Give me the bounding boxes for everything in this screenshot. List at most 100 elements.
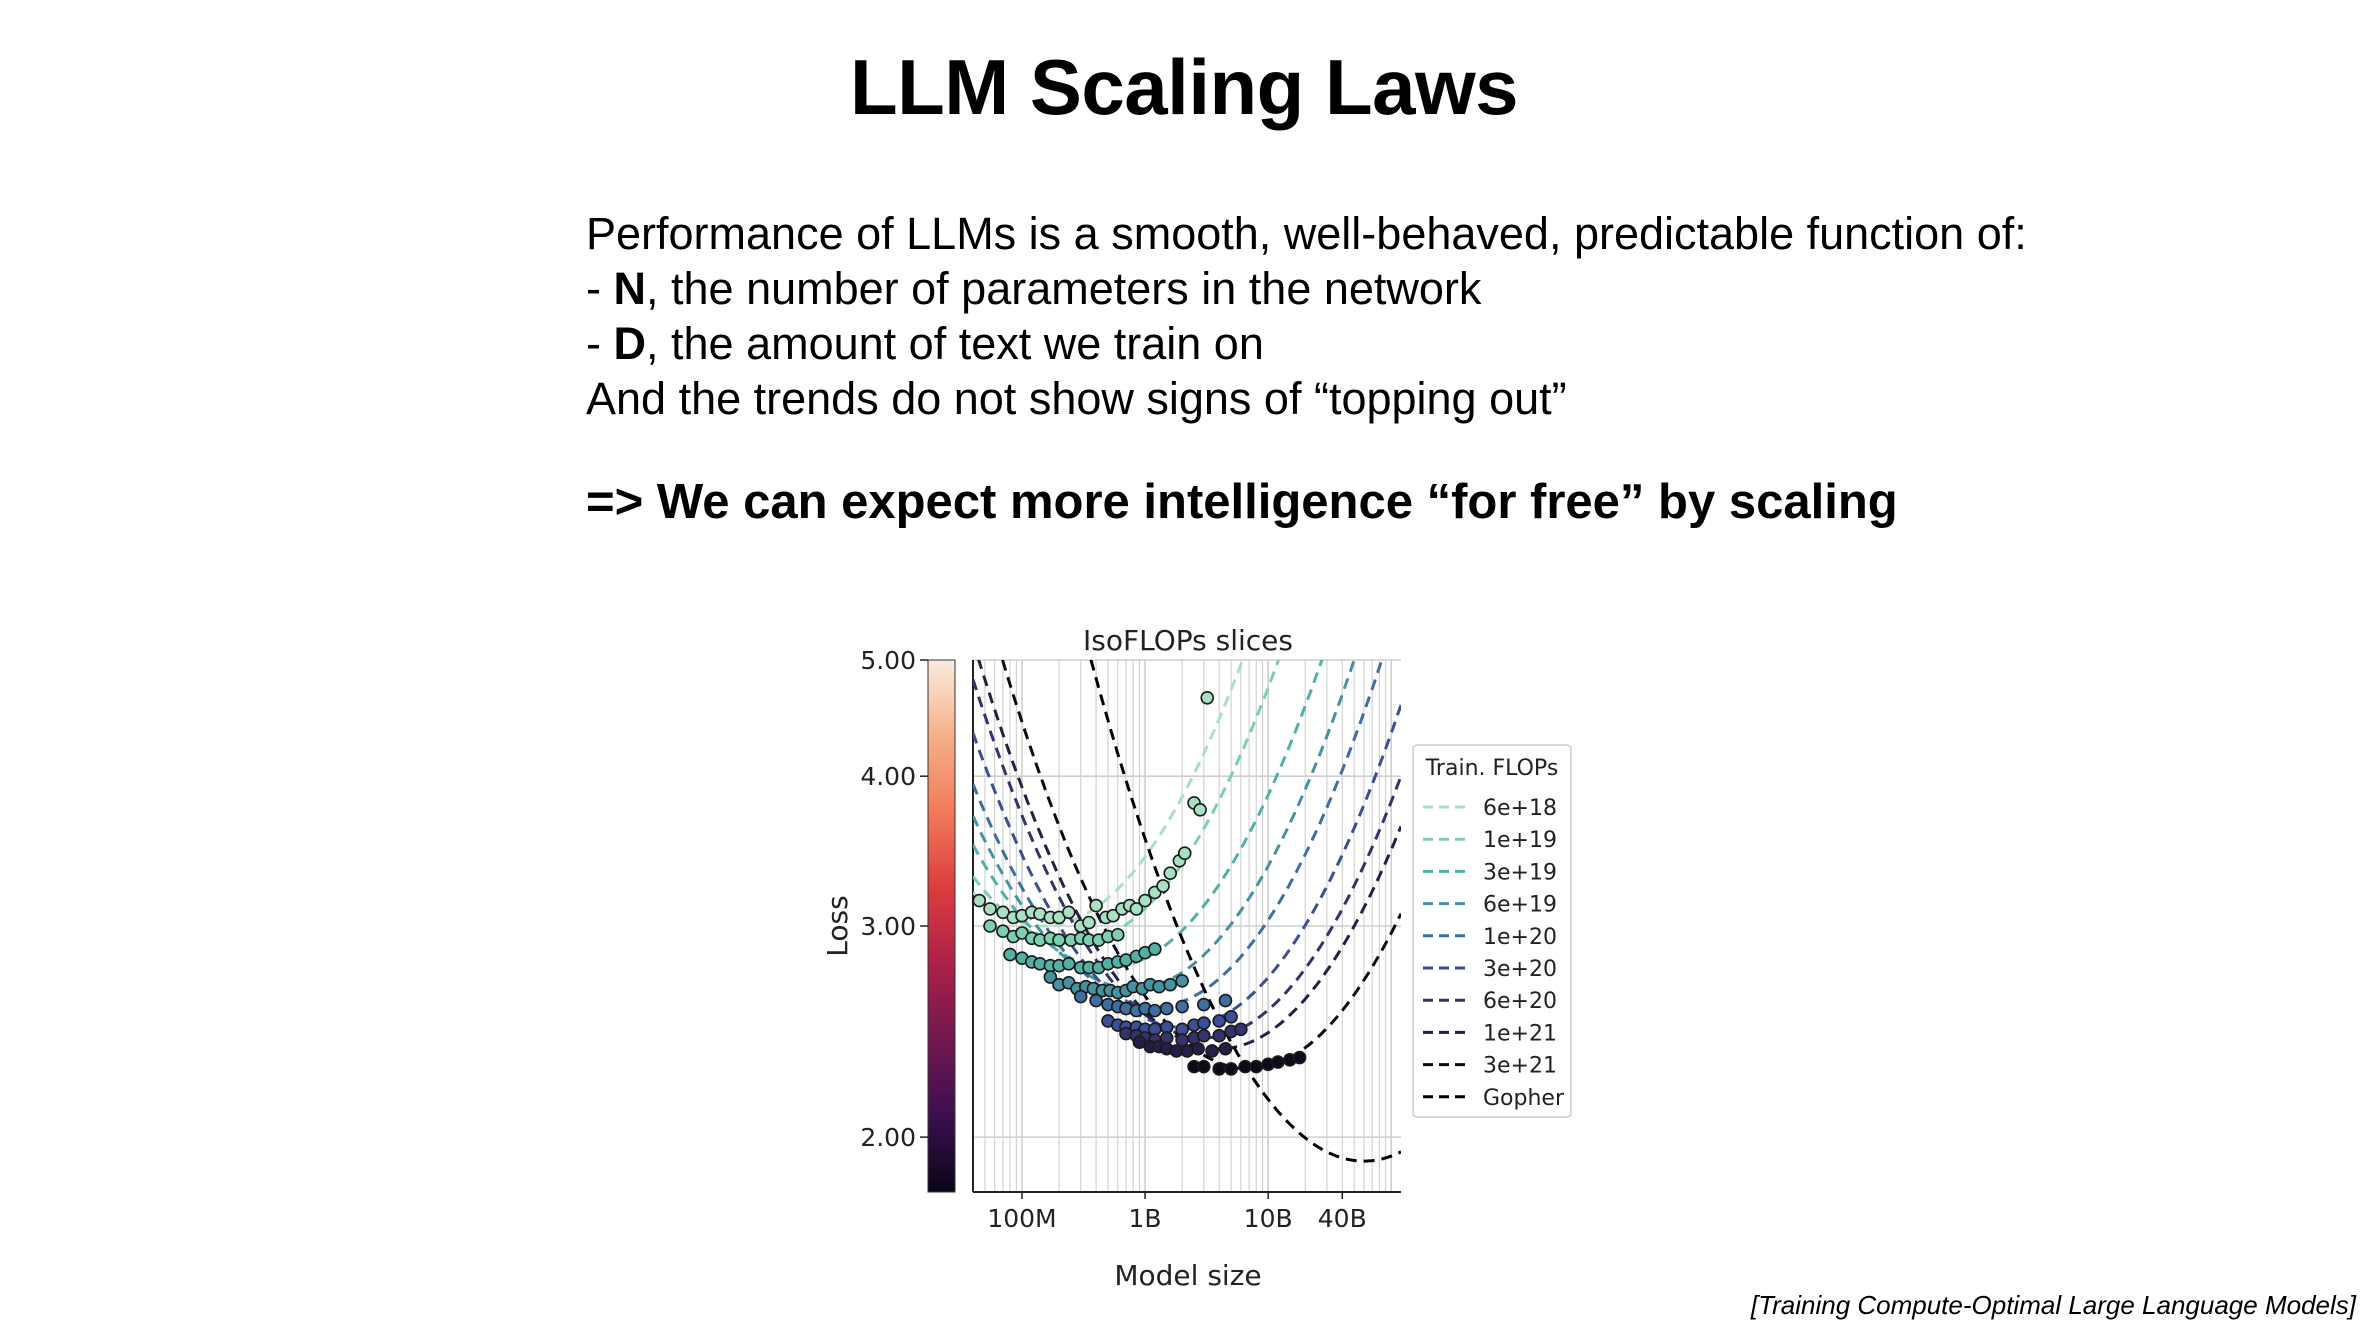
point-1e+20 <box>1159 1001 1174 1016</box>
curve-6e+20 <box>973 679 1401 1040</box>
legend-label: 3e+19 <box>1483 860 1557 885</box>
point-3e+21 <box>1238 1059 1252 1074</box>
legend-label: 6e+18 <box>1483 796 1557 821</box>
point-1e+21 <box>1191 1041 1205 1056</box>
point-6e+19 <box>1175 974 1189 988</box>
body-line-rest: , the amount of text we train on <box>646 318 1264 369</box>
point-1e+20 <box>1148 1003 1162 1018</box>
chart-axes: 5.00 4.00 3.00 2.00 100M 1B 10B 40B <box>860 646 1401 1233</box>
curve-3e+21 <box>1000 660 1401 1071</box>
x-tick-label: 1B <box>1129 1204 1162 1233</box>
legend-title: Train. FLOPs <box>1425 756 1559 781</box>
point-6e+18 <box>1082 915 1096 930</box>
curve-Gopher <box>1089 660 1401 1163</box>
point-6e+18 <box>972 893 987 908</box>
point-3e+20 <box>1197 1016 1211 1030</box>
point-3e+21 <box>1197 1059 1211 1074</box>
point-6e+19 <box>1043 970 1058 984</box>
y-tick-label: 2.00 <box>860 1123 916 1152</box>
chart-legend: Train. FLOPs 6e+18 1e+19 3e+19 6e+19 1e+20 3e+… <box>1412 744 1572 1118</box>
point-6e+20 <box>1234 1022 1248 1037</box>
point-1e+19 <box>996 924 1010 939</box>
y-tick-label: 4.00 <box>860 762 916 791</box>
legend-label: 3e+21 <box>1483 1054 1557 1079</box>
legend-box <box>1412 744 1572 1118</box>
point-1e+20 <box>1197 997 1211 1012</box>
point-6e+18 <box>1089 898 1103 913</box>
point-1e+20 <box>1089 993 1103 1008</box>
point-6e+18 <box>1177 846 1192 861</box>
citation: [Training Compute-Optimal Large Language… <box>1750 1290 2356 1320</box>
y-tick-label: 5.00 <box>860 646 916 675</box>
point-3e+19 <box>1061 956 1076 971</box>
point-6e+18 <box>1129 902 1144 916</box>
isoflops-chart: 5.00 4.00 3.00 2.00 100M 1B 10B 40B Train. FLOP… <box>821 624 1572 1292</box>
point-6e+18 <box>1200 690 1215 705</box>
legend-label: 3e+20 <box>1483 957 1557 982</box>
body-line-intro: Performance of LLMs is a smooth, well-be… <box>586 206 2286 261</box>
isoflop-curves <box>973 660 1401 1163</box>
point-6e+20 <box>1212 1028 1226 1043</box>
legend-label: 1e+21 <box>1483 1021 1557 1046</box>
conclusion-text: => We can expect more intelligence “for … <box>586 475 1898 529</box>
point-6e+18 <box>1138 893 1152 908</box>
data-points <box>972 690 1307 1076</box>
curve-1e+21 <box>977 660 1401 1051</box>
body-line-rest: Performance of LLMs is a smooth, well-be… <box>586 208 2027 259</box>
point-6e+19 <box>1152 979 1166 994</box>
y-axis-label: Loss <box>821 895 854 956</box>
point-1e+20 <box>1218 993 1233 1008</box>
legend-label: 6e+19 <box>1483 893 1557 918</box>
body-line-bold: D <box>613 318 647 369</box>
point-6e+18 <box>1163 866 1177 881</box>
x-tick-label: 100M <box>987 1204 1056 1233</box>
point-1e+20 <box>1175 999 1189 1014</box>
legend-label: 6e+20 <box>1483 989 1557 1014</box>
point-1e+21 <box>1205 1044 1219 1058</box>
y-tick-label: 3.00 <box>860 912 916 941</box>
point-1e+20 <box>1073 989 1088 1004</box>
point-3e+21 <box>1271 1055 1285 1069</box>
point-1e+19 <box>983 919 997 933</box>
point-3e+21 <box>1224 1062 1238 1076</box>
body-line-prefix: - <box>586 318 614 369</box>
point-6e+18 <box>1061 905 1076 920</box>
point-3e+21 <box>1249 1059 1264 1074</box>
point-1e+21 <box>1218 1041 1233 1056</box>
colorbar <box>927 659 956 1193</box>
curve-6e+18 <box>973 660 1245 928</box>
x-axis-label: Model size <box>1114 1259 1261 1292</box>
point-3e+20 <box>1224 1009 1238 1024</box>
point-3e+20 <box>1212 1014 1226 1028</box>
point-6e+18 <box>1106 908 1120 923</box>
point-1e+21 <box>1180 1044 1195 1058</box>
legend-label: 1e+19 <box>1483 828 1557 853</box>
point-1e+19 <box>1052 933 1066 947</box>
point-3e+19 <box>1148 942 1162 956</box>
point-6e+19 <box>1163 977 1177 992</box>
point-3e+19 <box>1003 947 1017 962</box>
body-line-rest: And the trends do not show signs of “top… <box>586 373 1567 424</box>
curve-6e+19 <box>973 660 1356 991</box>
body-line-rest: , the number of parameters in the networ… <box>646 263 1482 314</box>
slide-title: LLM Scaling Laws <box>849 43 1519 131</box>
body-line-bold: N <box>613 263 647 314</box>
point-6e+20 <box>1197 1028 1211 1043</box>
point-6e+18 <box>983 902 997 916</box>
chart-title: IsoFLOPs slices <box>1083 624 1293 657</box>
legend-label: 1e+20 <box>1483 925 1557 950</box>
point-6e+18 <box>1156 879 1170 893</box>
point-6e+18 <box>1193 803 1207 817</box>
body-text: Performance of LLMs is a smooth, well-be… <box>586 206 2286 426</box>
point-3e+21 <box>1212 1062 1226 1076</box>
legend-label: Gopher <box>1483 1086 1565 1111</box>
point-1e+19 <box>1110 927 1125 942</box>
body-line-d: - D, the amount of text we train on <box>586 316 2286 371</box>
body-line-trends: And the trends do not show signs of “top… <box>586 371 2286 426</box>
x-tick-label: 40B <box>1318 1204 1367 1233</box>
curve-1e+20 <box>973 660 1384 1009</box>
body-line-n: - N, the number of parameters in the net… <box>586 261 2286 316</box>
point-3e+21 <box>1292 1050 1307 1065</box>
x-tick-label: 10B <box>1244 1204 1293 1233</box>
body-line-prefix: - <box>586 263 614 314</box>
